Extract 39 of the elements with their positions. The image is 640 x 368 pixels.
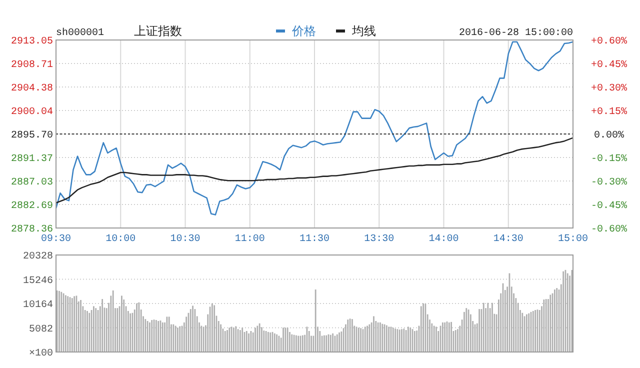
chart-title: 上证指数 <box>134 24 182 38</box>
y2-tick-label: +0.60% <box>590 36 628 48</box>
y-tick-label: 2891.37 <box>10 154 53 165</box>
y-tick-label: 2908.71 <box>10 60 53 72</box>
y-tick-label: 2882.69 <box>10 201 53 212</box>
y-tick-label: 2900.04 <box>10 107 53 118</box>
y2-tick-label: +0.30% <box>590 84 628 94</box>
x-tick-label: 10:30 <box>170 234 200 245</box>
y2-tick-label: -0.30% <box>590 178 628 188</box>
legend-label: 均线 <box>351 24 376 38</box>
y-tick-label: 2904.38 <box>10 83 53 94</box>
y2-tick-label: -0.45% <box>590 201 628 212</box>
y-axis-title: ×100 <box>28 348 53 360</box>
line-series <box>55 41 574 216</box>
y-tick-label: 20328 <box>22 252 53 262</box>
y-tick-label: 5082 <box>28 324 53 336</box>
text: 2016-06-28 15:00:00 <box>458 28 573 39</box>
x-tick-label: 11:00 <box>234 234 265 245</box>
y2-tick-label: +0.15% <box>590 107 628 118</box>
y-tick-label: 2887.03 <box>10 178 53 189</box>
x-tick-label: 15:00 <box>558 234 588 245</box>
legend-label: 价格 <box>291 24 316 38</box>
y-tick-label: 2913.05 <box>10 36 53 48</box>
x-tick-label: 14:30 <box>493 234 524 245</box>
y-tick-label: 10164 <box>22 300 53 311</box>
y2-tick-label: -0.60% <box>590 224 628 236</box>
y2-tick-label: -0.15% <box>590 154 628 165</box>
x-tick-label: 11:30 <box>299 234 330 245</box>
x-tick-label: 14:00 <box>428 234 459 245</box>
y-tick-label: 2878.36 <box>10 224 53 236</box>
line-series <box>55 137 574 204</box>
y-tick-label: 15246 <box>22 276 53 287</box>
y-tick-label: 2895.70 <box>10 130 53 142</box>
x-tick-label: 10:00 <box>106 234 136 245</box>
y2-tick-label: +0.45% <box>590 60 628 71</box>
x-tick-label: 13:30 <box>364 234 394 245</box>
x-tick-label: 09:30 <box>40 234 72 245</box>
chart-subtitle: sh000001 <box>56 27 104 39</box>
y2-tick-label: 0.00% <box>594 130 624 142</box>
